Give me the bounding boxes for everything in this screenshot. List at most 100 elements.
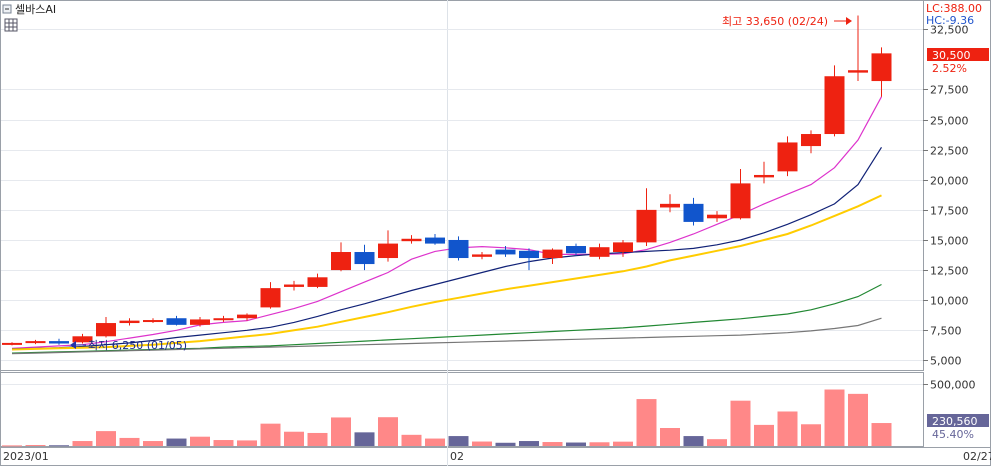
candle bbox=[589, 243, 610, 260]
volume-bar bbox=[331, 417, 351, 446]
candle bbox=[378, 230, 398, 262]
volume-bar bbox=[354, 432, 375, 446]
candle bbox=[425, 233, 445, 245]
hc-value: HC:-9.36 bbox=[926, 14, 974, 27]
candle bbox=[213, 315, 234, 322]
volume-bar bbox=[542, 442, 563, 446]
candle bbox=[566, 243, 586, 256]
candle bbox=[730, 168, 751, 220]
moving-average-lines bbox=[11, 96, 883, 355]
candle bbox=[448, 236, 469, 261]
volume-bar bbox=[589, 442, 610, 446]
candle bbox=[660, 194, 680, 213]
volume-bar bbox=[237, 440, 257, 446]
volume-bars bbox=[2, 389, 892, 447]
date-tick-label: 02 bbox=[450, 450, 464, 463]
date-axis-ticks: 2023/01 02 02/27 bbox=[3, 450, 991, 463]
volume-pct: 45.40% bbox=[932, 428, 974, 441]
candle bbox=[472, 252, 492, 260]
volume-bar bbox=[801, 424, 821, 446]
date-tick-label: 02/27 bbox=[963, 450, 991, 463]
volume-tick-label: 500,000 bbox=[930, 379, 976, 392]
candle bbox=[2, 342, 22, 346]
volume-bar bbox=[730, 400, 751, 446]
volume-bar bbox=[49, 445, 69, 447]
volume-pane-frame bbox=[0, 372, 924, 447]
low-annotation: 최저 6,250 (01/05) bbox=[88, 339, 187, 352]
volume-bar bbox=[754, 424, 774, 446]
candle bbox=[72, 333, 93, 344]
volume-bar bbox=[143, 441, 163, 446]
volume-tag-box bbox=[927, 414, 989, 427]
candle bbox=[871, 47, 892, 97]
volume-bar bbox=[378, 417, 398, 446]
volume-bar bbox=[871, 423, 892, 446]
ma120-line bbox=[11, 317, 882, 355]
volume-bar bbox=[519, 441, 539, 446]
candle bbox=[284, 280, 304, 291]
volume-bar bbox=[25, 445, 46, 447]
volume-bar bbox=[96, 431, 116, 446]
candle bbox=[237, 313, 257, 321]
price-tick-label: 22,500 bbox=[930, 145, 969, 158]
ma10-line bbox=[11, 146, 883, 350]
candle bbox=[519, 248, 539, 271]
price-tag-box bbox=[927, 48, 989, 61]
ma20-line bbox=[11, 194, 882, 351]
candle bbox=[824, 65, 845, 137]
volume-bar bbox=[401, 434, 422, 446]
volume-bar bbox=[824, 389, 845, 446]
volume-bar bbox=[777, 411, 798, 446]
candle bbox=[96, 317, 116, 338]
volume-bar bbox=[119, 437, 140, 446]
price-tick-label: 12,500 bbox=[930, 265, 969, 278]
volume-bar bbox=[72, 441, 93, 446]
price-tick-label: 5,000 bbox=[930, 355, 962, 368]
candle bbox=[143, 318, 163, 324]
candle bbox=[307, 273, 328, 289]
candles bbox=[2, 15, 892, 346]
candle bbox=[119, 318, 140, 326]
candle bbox=[754, 161, 774, 184]
price-pane-frame bbox=[0, 0, 924, 371]
change-pct: 2.52% bbox=[932, 62, 967, 75]
price-tick-label: 27,500 bbox=[930, 84, 969, 97]
volume-bar bbox=[613, 441, 633, 446]
candle bbox=[542, 248, 563, 265]
price-tick-label: 17,500 bbox=[930, 205, 969, 218]
volume-bar bbox=[472, 441, 492, 446]
candle bbox=[777, 136, 798, 177]
volume-bar bbox=[448, 436, 469, 446]
price-tick-label: 15,000 bbox=[930, 235, 969, 248]
lc-value: LC:388.00 bbox=[926, 2, 982, 15]
header: 셀바스AI bbox=[2, 3, 56, 32]
candle bbox=[801, 130, 821, 154]
date-tick-label: 2023/01 bbox=[3, 450, 49, 463]
volume-bar bbox=[425, 438, 445, 446]
candle bbox=[401, 235, 422, 244]
candle bbox=[49, 338, 69, 345]
volume-bar bbox=[636, 399, 657, 446]
candle bbox=[707, 211, 727, 222]
candle bbox=[495, 245, 516, 257]
high-arrow-icon bbox=[834, 17, 852, 25]
candle bbox=[683, 197, 704, 226]
price-tick-label: 32,500 bbox=[930, 24, 969, 37]
low-arrow-icon bbox=[70, 341, 86, 349]
price-tick-label: 7,500 bbox=[930, 325, 962, 338]
volume-bar bbox=[2, 445, 22, 447]
price-tick-label: 10,000 bbox=[930, 295, 969, 308]
price-tag: 30,500 bbox=[932, 49, 971, 62]
candle bbox=[25, 339, 46, 345]
candle bbox=[331, 242, 351, 272]
price-tick-label: 25,000 bbox=[930, 115, 969, 128]
grid-icon[interactable] bbox=[4, 18, 18, 32]
volume-bar bbox=[284, 431, 304, 446]
candle bbox=[848, 15, 868, 82]
volume-bar bbox=[495, 442, 516, 446]
candle bbox=[260, 282, 281, 309]
high-annotation: 최고 33,650 (02/24) bbox=[722, 15, 828, 28]
volume-bar bbox=[260, 423, 281, 446]
volume-bar bbox=[213, 440, 234, 446]
